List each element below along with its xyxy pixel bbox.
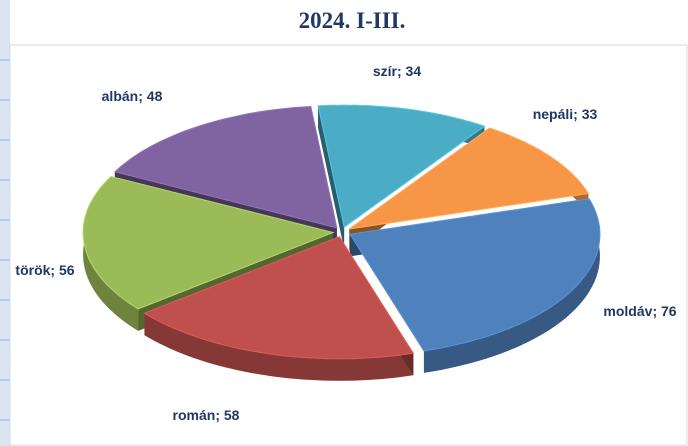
slice bbox=[317, 104, 486, 228]
label-separator: ; bbox=[573, 106, 582, 122]
slice bbox=[349, 198, 601, 352]
label-category: albán bbox=[102, 88, 139, 104]
plot-frame bbox=[9, 44, 688, 446]
data-label: nepáli; 33 bbox=[533, 106, 598, 122]
left-grid bbox=[0, 59, 10, 421]
label-value: 48 bbox=[147, 88, 163, 104]
slice bbox=[143, 236, 415, 360]
label-value: 33 bbox=[582, 106, 598, 122]
label-category: szír bbox=[373, 63, 398, 79]
label-value: 76 bbox=[661, 303, 677, 319]
label-separator: ; bbox=[50, 262, 59, 278]
label-category: nepáli bbox=[533, 106, 573, 122]
label-value: 34 bbox=[406, 63, 422, 79]
label-separator: ; bbox=[397, 63, 406, 79]
data-label: albán; 48 bbox=[102, 88, 163, 104]
data-label: moldáv; 76 bbox=[603, 303, 676, 319]
slice-side bbox=[83, 176, 139, 331]
label-separator: ; bbox=[215, 407, 224, 423]
label-value: 56 bbox=[59, 262, 75, 278]
data-label: román; 58 bbox=[173, 407, 240, 423]
label-category: román bbox=[173, 407, 216, 423]
slice-side bbox=[423, 198, 600, 373]
label-separator: ; bbox=[138, 88, 147, 104]
label-value: 58 bbox=[224, 407, 240, 423]
label-category: moldáv bbox=[603, 303, 652, 319]
data-label: szír; 34 bbox=[373, 63, 421, 79]
slice-inner bbox=[318, 105, 345, 250]
data-label: török; 56 bbox=[15, 262, 74, 278]
label-category: török bbox=[15, 262, 50, 278]
slice bbox=[348, 127, 590, 230]
chart-title: 2024. I-III. bbox=[299, 8, 406, 33]
slice-side bbox=[144, 313, 414, 381]
label-separator: ; bbox=[652, 303, 661, 319]
slice bbox=[113, 105, 338, 229]
left-strip bbox=[0, 0, 10, 446]
slice bbox=[82, 175, 335, 310]
